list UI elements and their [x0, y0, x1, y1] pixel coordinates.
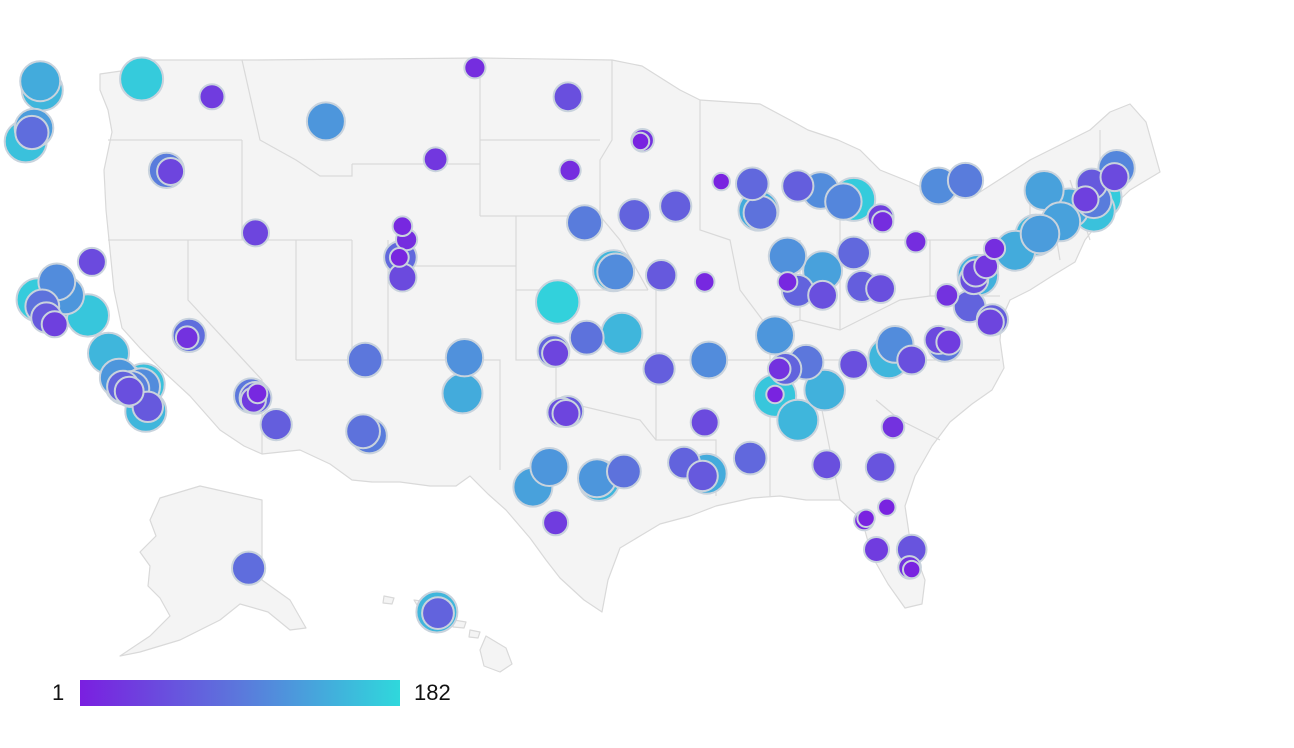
- data-bubble[interactable]: [156, 157, 186, 186]
- data-bubble[interactable]: [776, 271, 799, 293]
- data-bubble[interactable]: [421, 596, 455, 630]
- data-bubble[interactable]: [776, 398, 820, 442]
- data-bubble[interactable]: [119, 56, 165, 102]
- data-bubble[interactable]: [542, 509, 570, 537]
- data-bubble[interactable]: [946, 161, 985, 200]
- data-bubble[interactable]: [174, 325, 200, 351]
- data-bubble[interactable]: [765, 384, 785, 405]
- data-bubble[interactable]: [896, 344, 928, 376]
- data-bubble[interactable]: [856, 508, 876, 528]
- data-bubble[interactable]: [387, 262, 418, 293]
- data-bubble[interactable]: [444, 338, 485, 378]
- data-bubble[interactable]: [659, 189, 693, 223]
- data-bubble[interactable]: [630, 131, 651, 152]
- data-bubble[interactable]: [711, 171, 731, 192]
- data-bubble[interactable]: [863, 536, 890, 563]
- data-bubble[interactable]: [198, 83, 226, 111]
- data-bubble[interactable]: [566, 204, 604, 242]
- data-bubble[interactable]: [767, 236, 808, 276]
- data-bubble[interactable]: [596, 252, 636, 292]
- data-bubble[interactable]: [541, 338, 571, 368]
- data-bubble[interactable]: [686, 459, 719, 493]
- data-bubble[interactable]: [606, 453, 642, 490]
- data-bubble[interactable]: [755, 315, 795, 356]
- data-bubble[interactable]: [824, 182, 863, 221]
- data-bubble[interactable]: [880, 414, 906, 440]
- data-bubble[interactable]: [693, 271, 716, 293]
- data-bubble[interactable]: [935, 328, 963, 356]
- data-bubble[interactable]: [617, 198, 652, 232]
- data-bubble[interactable]: [732, 440, 768, 476]
- data-bubble[interactable]: [463, 56, 487, 80]
- alaska-outline: [119, 485, 307, 657]
- hawaii-big-island: [479, 635, 513, 673]
- data-bubble[interactable]: [811, 449, 843, 481]
- data-bubble[interactable]: [76, 246, 107, 277]
- data-bubble[interactable]: [934, 283, 960, 308]
- data-bubble[interactable]: [259, 408, 293, 442]
- data-bubble[interactable]: [241, 218, 270, 248]
- data-bubble[interactable]: [113, 375, 145, 407]
- data-bubble[interactable]: [535, 279, 581, 325]
- legend-gradient-bar: [80, 680, 400, 706]
- data-bubble[interactable]: [807, 279, 838, 311]
- data-bubble[interactable]: [552, 81, 584, 113]
- data-bubble[interactable]: [865, 273, 896, 305]
- data-bubble[interactable]: [735, 166, 770, 202]
- data-bubble[interactable]: [689, 407, 720, 438]
- data-bubble[interactable]: [19, 60, 62, 103]
- data-bubble[interactable]: [871, 210, 895, 234]
- data-bubble[interactable]: [14, 114, 50, 151]
- data-bubble[interactable]: [982, 236, 1007, 261]
- data-bubble[interactable]: [600, 311, 644, 355]
- data-bubble[interactable]: [1071, 185, 1100, 214]
- data-bubble[interactable]: [1099, 162, 1130, 193]
- data-bubble[interactable]: [803, 368, 847, 412]
- data-bubble[interactable]: [391, 215, 414, 237]
- data-bubble[interactable]: [766, 356, 792, 382]
- data-bubble[interactable]: [877, 497, 897, 517]
- data-bubble[interactable]: [529, 447, 570, 487]
- data-bubble[interactable]: [904, 230, 928, 254]
- data-bubble[interactable]: [246, 382, 269, 405]
- data-bubble[interactable]: [346, 341, 384, 379]
- data-bubble[interactable]: [422, 146, 449, 173]
- data-bubble[interactable]: [836, 235, 872, 271]
- data-bubble[interactable]: [568, 319, 605, 356]
- data-bubble[interactable]: [345, 413, 382, 450]
- data-bubble[interactable]: [388, 247, 410, 268]
- data-bubble[interactable]: [231, 550, 267, 586]
- data-bubble[interactable]: [1019, 213, 1061, 255]
- legend-max-label: 182: [414, 680, 451, 705]
- data-bubble[interactable]: [864, 451, 897, 483]
- data-bubble[interactable]: [551, 399, 581, 428]
- data-bubble[interactable]: [441, 372, 484, 415]
- data-bubble[interactable]: [838, 349, 870, 380]
- color-legend: 1 182: [52, 676, 472, 708]
- data-bubble[interactable]: [642, 352, 676, 386]
- data-bubble[interactable]: [305, 101, 346, 142]
- data-bubble[interactable]: [742, 194, 779, 231]
- data-bubble[interactable]: [558, 158, 582, 182]
- data-bubble[interactable]: [689, 340, 729, 380]
- data-bubble[interactable]: [902, 559, 922, 580]
- legend-min-label: 1: [52, 680, 65, 705]
- bubble-layer: [3, 56, 1136, 634]
- data-bubble[interactable]: [781, 169, 815, 203]
- data-bubble[interactable]: [40, 310, 69, 339]
- data-bubble[interactable]: [975, 307, 1005, 337]
- data-bubble[interactable]: [645, 259, 678, 292]
